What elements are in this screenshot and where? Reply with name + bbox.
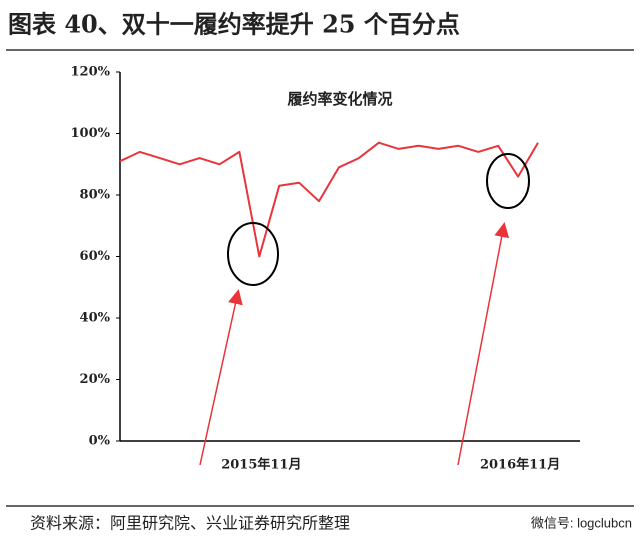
y-tick-label: 120%: [71, 65, 111, 80]
y-tick-label: 60%: [80, 249, 111, 264]
x-tick-label: 2016年11月: [480, 457, 560, 473]
arrow: [199, 289, 243, 466]
chart-title: 履约率变化情况: [286, 90, 392, 108]
highlight-circle: [227, 222, 279, 286]
y-tick-label: 100%: [71, 126, 111, 141]
y-tick-label: 0%: [89, 434, 111, 449]
line: [119, 141, 539, 258]
plot: 0% 20% 40% 60% 80% 100% 120% 2015年11月 2016年11月: [71, 65, 561, 473]
source: 资料来源：阿里研究院、兴业证券研究所整理: [30, 514, 350, 533]
page-title: 图表 40、双十一履约率提升 25 个百分点: [8, 10, 460, 39]
y-tick-label: 40%: [80, 311, 111, 326]
highlight-circle: [486, 153, 530, 209]
watermark: 微信号: logclubcn: [531, 515, 632, 530]
y-tick-label: 80%: [80, 188, 111, 203]
x-tick-label: 2015年11月: [221, 457, 301, 473]
y-tick-label: 20%: [80, 372, 111, 387]
arrow: [457, 222, 510, 466]
